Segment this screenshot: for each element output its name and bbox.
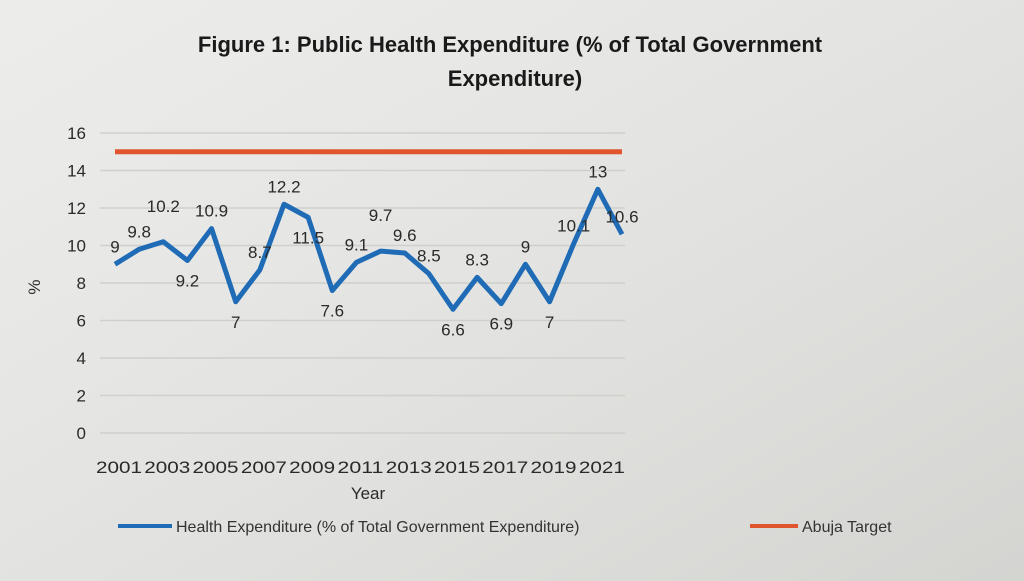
data-label: 8.5 xyxy=(417,247,441,266)
y-tick-label: 4 xyxy=(77,349,86,368)
x-tick-label: 2001 xyxy=(96,458,142,477)
data-label: 9.8 xyxy=(127,222,151,241)
x-tick-label: 2003 xyxy=(144,458,190,477)
legend-label-abuja: Abuja Target xyxy=(802,519,892,536)
data-label: 10.2 xyxy=(147,197,180,216)
data-label: 9.6 xyxy=(393,226,417,245)
y-tick-label: 14 xyxy=(67,162,86,181)
data-label: 9.1 xyxy=(345,235,369,254)
data-label: 8.7 xyxy=(248,243,272,262)
x-tick-label: 2015 xyxy=(434,458,480,477)
x-tick-label: 2013 xyxy=(386,458,432,477)
x-axis-title: Year xyxy=(351,484,386,503)
y-tick-label: 16 xyxy=(67,124,86,143)
x-tick-label: 2007 xyxy=(241,458,287,477)
y-axis-title: % xyxy=(25,279,44,294)
x-tick-label: 2019 xyxy=(531,458,577,477)
data-label: 9 xyxy=(521,237,530,256)
data-label: 6.6 xyxy=(441,320,465,339)
series xyxy=(113,149,625,312)
data-label: 12.2 xyxy=(267,177,300,196)
data-label: 13 xyxy=(588,162,607,181)
x-tick-label: 2021 xyxy=(579,458,625,477)
data-label: 7.6 xyxy=(320,302,344,321)
data-label: 9 xyxy=(110,237,119,256)
y-tick-label: 10 xyxy=(67,237,86,256)
data-label: 11.5 xyxy=(292,228,324,247)
y-tick-label: 12 xyxy=(67,199,86,218)
data-labels: 99.810.29.210.978.712.211.57.69.19.79.68… xyxy=(110,162,638,339)
y-tick-label: 0 xyxy=(77,424,86,443)
data-label: 7 xyxy=(231,313,240,332)
x-axis-ticks: 2001 2003 2005 2007 2009 2011 2013 2015 2017 2019… xyxy=(96,458,625,477)
data-label: 9.2 xyxy=(176,272,200,291)
y-axis-ticks: 0 2 4 6 8 10 12 14 16 xyxy=(67,124,86,443)
y-tick-label: 2 xyxy=(77,387,86,406)
data-label: 10.6 xyxy=(605,207,638,226)
legend: Health Expenditure (% of Total Governmen… xyxy=(118,519,892,536)
y-tick-label: 8 xyxy=(77,274,86,293)
data-label: 10.9 xyxy=(195,202,228,221)
legend-label-health: Health Expenditure (% of Total Governmen… xyxy=(176,519,579,536)
data-label: 7 xyxy=(545,313,554,332)
data-label: 10.1 xyxy=(557,217,590,236)
chart-title-line-2: Expenditure) xyxy=(448,66,582,91)
health-expenditure-line xyxy=(113,186,625,312)
data-label: 8.3 xyxy=(465,250,489,269)
x-tick-label: 2005 xyxy=(193,458,239,477)
x-tick-label: 2011 xyxy=(337,458,383,477)
data-label: 6.9 xyxy=(489,315,513,334)
x-tick-label: 2009 xyxy=(289,458,335,477)
y-tick-label: 6 xyxy=(77,312,86,331)
gridlines xyxy=(100,132,625,434)
chart-title-line-1: Figure 1: Public Health Expenditure (% o… xyxy=(198,32,823,57)
data-label: 9.7 xyxy=(369,206,393,225)
x-tick-label: 2017 xyxy=(482,458,528,477)
